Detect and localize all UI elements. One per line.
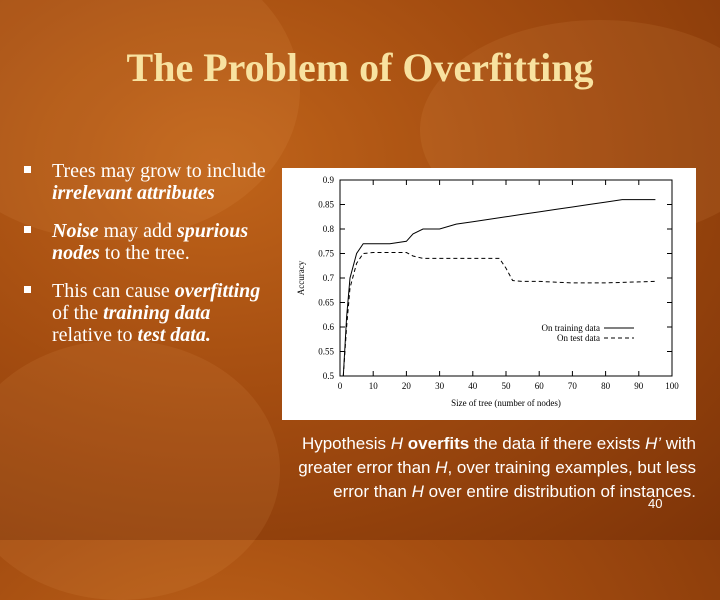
series-line-test: [342, 252, 656, 377]
x-tick-label: 50: [502, 381, 512, 391]
caption-text: H: [435, 458, 448, 477]
legend-label: On test data: [557, 333, 600, 343]
y-tick-label: 0.7: [323, 273, 335, 283]
x-tick-label: 100: [665, 381, 679, 391]
background-swirl: [0, 340, 280, 600]
y-tick-label: 0.9: [323, 175, 335, 185]
bullet-square-icon: [24, 226, 31, 233]
series-line-training: [342, 199, 656, 377]
caption-text: Hypothesis: [301, 434, 391, 453]
caption-text: the data if there exists: [469, 434, 645, 453]
bullet-text: Trees may grow to include: [52, 160, 266, 182]
chart-svg: 0.5 0.55 0.6 0.65 0.7 0.75 0.8 0.85 0.9 0 10 20 30 40…: [296, 175, 679, 408]
y-tick-label: 0.65: [318, 298, 334, 308]
caption-text: H: [390, 434, 404, 453]
caption-text: , over training examples, but less error…: [333, 458, 696, 501]
caption-text: over entire distribution of instances.: [423, 482, 696, 501]
y-tick-label: 0.75: [318, 249, 334, 259]
x-tick-label: 60: [535, 381, 545, 391]
bullet-item: Noise may add spurious nodes to the tree…: [24, 220, 274, 264]
caption-text: H: [411, 482, 424, 501]
bullet-item: This can cause overfitting of the traini…: [24, 280, 274, 346]
x-tick-label: 0: [338, 381, 343, 391]
x-axis-label: Size of tree (number of nodes): [451, 398, 561, 408]
bullet-list: Trees may grow to include irrelevant att…: [24, 160, 274, 362]
x-tick-label: 80: [601, 381, 611, 391]
overfitting-definition: Hypothesis H overfits the data if there …: [280, 432, 696, 504]
bullet-text: relative to: [52, 324, 138, 346]
x-tick-label: 20: [402, 381, 412, 391]
caption-text: overfits: [407, 434, 470, 453]
x-tick-label: 30: [435, 381, 445, 391]
x-tick-label: 90: [634, 381, 644, 391]
x-tick-label: 10: [369, 381, 379, 391]
y-tick-label: 0.85: [318, 200, 334, 210]
y-axis-label: Accuracy: [296, 260, 306, 295]
bullet-text: Noise: [52, 220, 99, 242]
bullet-square-icon: [24, 166, 31, 173]
bullet-text: training data: [103, 302, 211, 324]
bullet-text: This can cause: [52, 280, 175, 302]
bullet-text: overfitting: [174, 280, 261, 302]
caption-text: H’: [644, 434, 662, 453]
bullet-text: test data.: [137, 324, 211, 346]
legend-label: On training data: [542, 323, 600, 333]
bullet-text: of the: [52, 302, 104, 324]
y-tick-label: 0.6: [323, 322, 335, 332]
bullet-text: may add: [98, 220, 177, 242]
y-tick-label: 0.8: [323, 224, 335, 234]
slide-number: 40: [648, 496, 663, 511]
plot-frame: [339, 179, 673, 377]
bullet-square-icon: [24, 286, 31, 293]
bullet-item: Trees may grow to include irrelevant att…: [24, 160, 274, 204]
x-tick-label: 40: [468, 381, 478, 391]
y-tick-label: 0.55: [318, 347, 334, 357]
bullet-text: irrelevant attributes: [52, 182, 215, 204]
caption-text: with greater error than: [298, 434, 696, 477]
y-tick-label: 0.5: [323, 371, 335, 381]
bullet-text: spurious nodes: [52, 220, 249, 264]
bullet-text: to the tree.: [99, 242, 190, 264]
x-tick-label: 70: [568, 381, 578, 391]
slide-title: The Problem of Overfitting: [126, 45, 594, 90]
accuracy-chart: 0.5 0.55 0.6 0.65 0.7 0.75 0.8 0.85 0.9 0 10 20 30 40…: [282, 168, 696, 420]
